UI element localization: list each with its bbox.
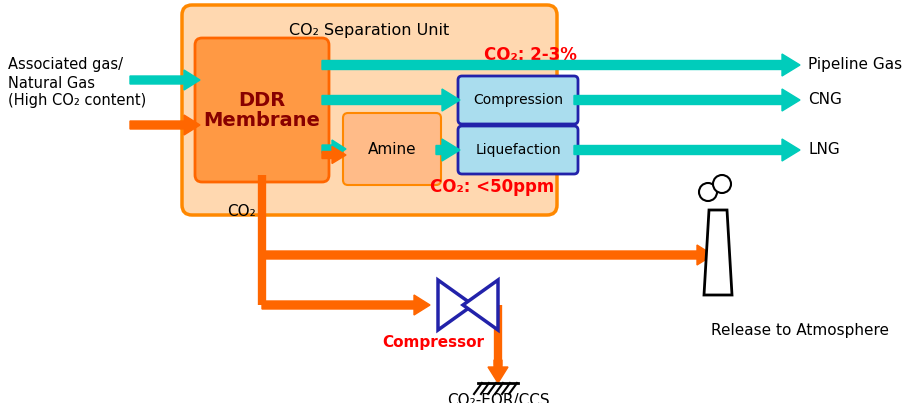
Polygon shape: [574, 139, 800, 161]
Polygon shape: [436, 139, 460, 161]
Circle shape: [699, 183, 717, 201]
Text: CO₂-EOR/CCS: CO₂-EOR/CCS: [447, 393, 550, 403]
Polygon shape: [262, 295, 430, 315]
Polygon shape: [322, 89, 460, 111]
FancyBboxPatch shape: [182, 5, 557, 215]
Polygon shape: [322, 147, 346, 164]
Text: Compression: Compression: [473, 93, 563, 107]
Polygon shape: [574, 89, 800, 111]
Text: CO₂ Separation Unit: CO₂ Separation Unit: [289, 23, 450, 39]
Circle shape: [713, 175, 731, 193]
Text: Pipeline Gas: Pipeline Gas: [808, 58, 902, 73]
Text: Natural Gas: Natural Gas: [8, 75, 95, 91]
Text: Amine: Amine: [368, 141, 416, 156]
Polygon shape: [704, 210, 732, 295]
Polygon shape: [130, 70, 200, 90]
Polygon shape: [322, 140, 346, 158]
FancyBboxPatch shape: [458, 126, 578, 174]
Text: CO₂: 2-3%: CO₂: 2-3%: [484, 46, 577, 64]
Text: (High CO₂ content): (High CO₂ content): [8, 93, 147, 108]
Text: CO₂: <50ppm: CO₂: <50ppm: [430, 178, 554, 196]
Text: Liquefaction: Liquefaction: [475, 143, 561, 157]
FancyBboxPatch shape: [458, 76, 578, 124]
Polygon shape: [130, 115, 200, 135]
Text: CNG: CNG: [808, 93, 842, 108]
Text: CO₂: CO₂: [228, 204, 257, 220]
Polygon shape: [322, 54, 800, 76]
FancyBboxPatch shape: [195, 38, 329, 182]
Text: DDR: DDR: [238, 91, 286, 110]
Polygon shape: [438, 280, 473, 330]
Polygon shape: [488, 360, 508, 383]
FancyBboxPatch shape: [343, 113, 441, 185]
Text: Compressor: Compressor: [382, 336, 484, 351]
Polygon shape: [463, 280, 498, 330]
Text: Release to Atmosphere: Release to Atmosphere: [711, 322, 889, 337]
Polygon shape: [262, 245, 713, 265]
Text: LNG: LNG: [808, 143, 840, 158]
Text: Associated gas/: Associated gas/: [8, 58, 123, 73]
Text: Membrane: Membrane: [204, 110, 320, 129]
